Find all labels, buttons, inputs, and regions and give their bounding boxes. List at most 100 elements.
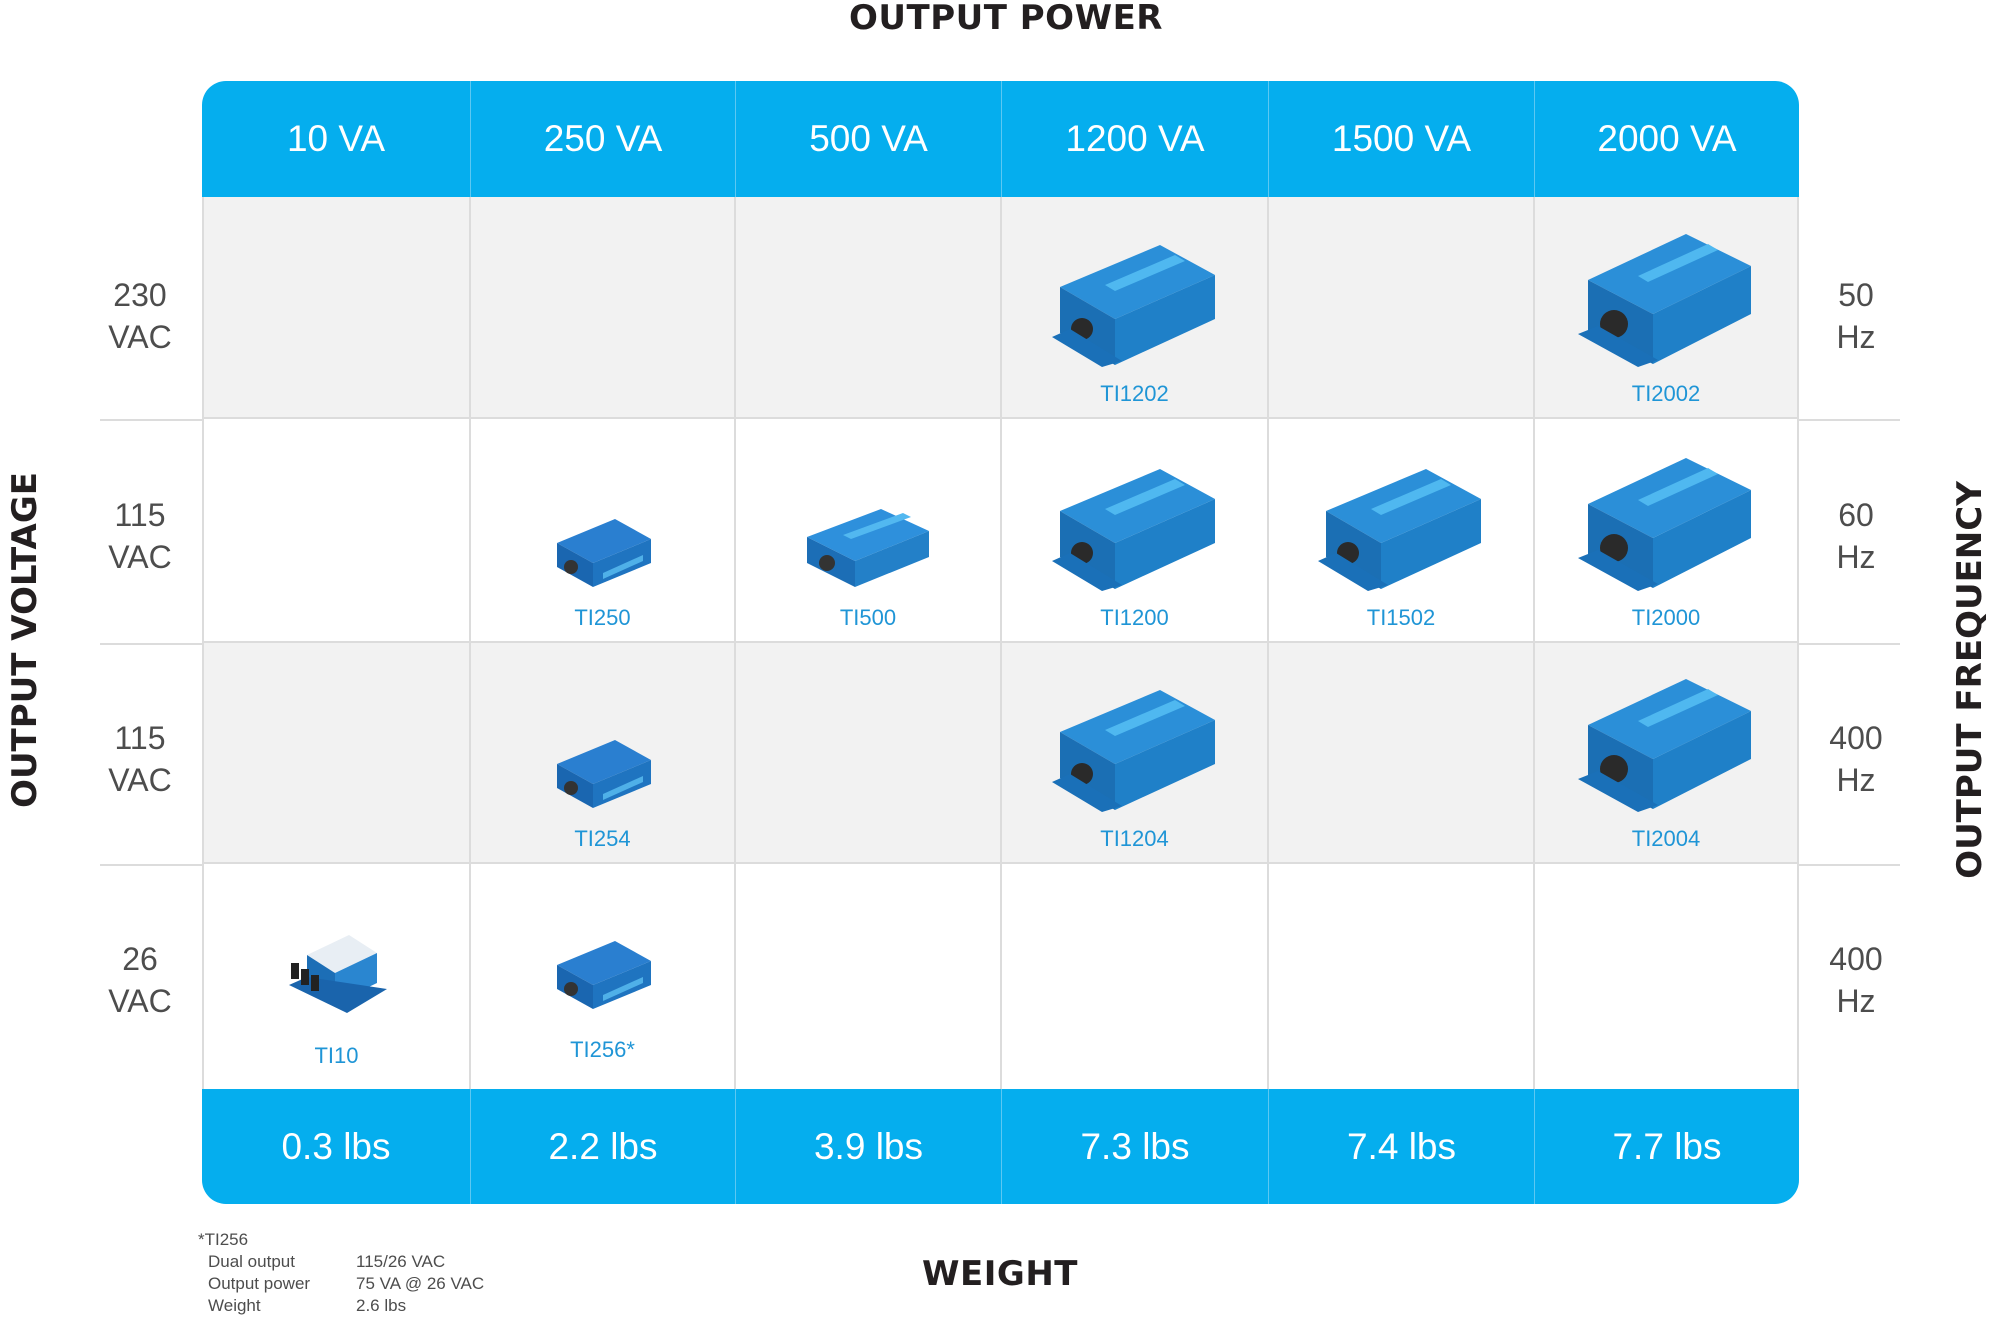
inverter-medium-icon [807,509,929,587]
inverter-large-icon [1578,234,1751,367]
row-divider [100,419,202,421]
product-cell-ti256[interactable]: TI256* [471,864,736,1089]
frequency-label-row-3: 400 Hz [1816,717,1896,801]
voltage-unit: VAC [108,762,172,798]
empty-cell [202,419,471,641]
row-115vac-60hz: TI250 TI500 TI1200 [202,419,1799,643]
weight-value: 7.7 lbs [1612,1125,1722,1167]
footnote-row: Weight 2.6 lbs [198,1295,484,1317]
frequency-value: 400 [1829,720,1883,756]
inverter-large-icon [1051,245,1215,367]
model-label: TI1204 [1100,826,1169,851]
empty-cell [1269,197,1535,417]
power-column-header: 10 VA [202,81,471,197]
voltage-value: 26 [122,941,158,977]
product-cell-ti10[interactable]: TI10 [202,864,471,1089]
weight-value: 3.9 lbs [736,1089,1002,1204]
model-label: TI2000 [1631,605,1701,630]
voltage-unit: VAC [108,983,172,1019]
row-divider [1799,643,1900,645]
product-cell-ti250[interactable]: TI250 [471,419,736,641]
inverter-large-icon [1318,469,1481,591]
empty-cell [471,197,736,417]
model-label: TI254 [574,826,631,851]
product-cell-ti1202[interactable]: TI1202 [1002,197,1269,417]
model-label: TI1200 [1100,605,1169,630]
frequency-value: 60 [1838,497,1874,533]
voltage-value: 230 [113,277,167,313]
model-label: TI256* [570,1037,635,1062]
product-cell-ti500[interactable]: TI500 [736,419,1002,641]
output-voltage-title-wrap: OUTPUT VOLTAGE [0,380,50,900]
power-column-header: 2000 VA [1597,118,1737,159]
footnote-title: *TI256 [198,1230,249,1249]
product-cell-ti1204[interactable]: TI1204 [1002,643,1269,862]
output-power-title: OUTPUT POWER [849,0,1163,38]
power-column-header: 1200 VA [1002,81,1269,197]
inverter-large-icon [1578,458,1751,591]
model-label: TI500 [839,605,897,630]
footnote-key: Output power [208,1274,311,1293]
voltage-label-row-2: 115 VAC [100,494,180,578]
footnote-value: 115/26 VAC [356,1252,446,1271]
voltage-label-row-4: 26 VAC [100,938,180,1022]
inverter-small-icon [556,519,651,587]
inverter-small-icon [556,740,651,808]
ti256-footnote: *TI256 Dual output 115/26 VAC Output pow… [198,1229,484,1317]
model-label: TI1502 [1366,605,1436,630]
output-voltage-title: OUTPUT VOLTAGE [5,472,45,808]
weight-value: 7.3 lbs [1002,1089,1269,1204]
row-26vac-400hz: TI10 TI256* [202,864,1799,1089]
frequency-value: 400 [1829,941,1883,977]
row-divider [100,643,202,645]
voltage-value: 115 [114,720,166,756]
row-230vac-50hz: TI1202 TI2002 [202,197,1799,419]
transformer-icon [288,935,387,1013]
row-divider [1799,419,1900,421]
inverter-large-icon [1051,469,1215,591]
frequency-unit: Hz [1836,539,1876,575]
weight-title: WEIGHT [922,1254,1078,1294]
weight-footer: 0.3 lbs 2.2 lbs 3.9 lbs 7.3 lbs 7.4 lbs … [202,1089,1799,1204]
row-divider [1799,864,1900,866]
model-label: TI2002 [1631,381,1701,406]
frequency-unit: Hz [1836,319,1876,355]
voltage-unit: VAC [108,319,172,355]
power-column-header: 1500 VA [1269,81,1535,197]
output-power-header: 10 VA 250 VA 500 VA 1200 VA 1500 VA 2000… [202,81,1799,197]
product-cell-ti254[interactable]: TI254 [471,643,736,862]
product-cell-ti2000[interactable]: TI2000 [1535,419,1799,641]
footnote-value: 75 VA @ 26 VAC [356,1274,485,1293]
frequency-label-row-2: 60 Hz [1816,494,1896,578]
row-divider [100,864,202,866]
voltage-unit: VAC [108,539,172,575]
product-cell-ti2004[interactable]: TI2004 [1535,643,1799,862]
inverter-small-icon [556,941,651,1009]
frequency-label-row-4: 400 Hz [1816,938,1896,1022]
model-label: TI250 [574,605,631,630]
frequency-unit: Hz [1836,762,1876,798]
power-column-header: 250 VA [471,81,736,197]
row-115vac-400hz: TI254 TI1204 TI2004 [202,643,1799,864]
frequency-value: 50 [1838,277,1874,313]
weight-value: 2.2 lbs [471,1089,736,1204]
product-matrix: 10 VA 250 VA 500 VA 1200 VA 1500 VA 2000… [202,81,1799,1204]
output-frequency-title: OUTPUT FREQUENCY [1950,481,1990,879]
footnote-row: Output power 75 VA @ 26 VAC [198,1273,484,1295]
inverter-large-icon [1578,679,1751,812]
model-label: TI1202 [1100,381,1169,406]
empty-cell [1269,643,1535,862]
model-label: TI10 [314,1043,359,1068]
empty-cell [1269,864,1535,1089]
empty-cell [736,864,1002,1089]
product-cell-ti1502[interactable]: TI1502 [1269,419,1535,641]
empty-cell [1002,864,1269,1089]
product-cell-ti1200[interactable]: TI1200 [1002,419,1269,641]
product-cell-ti2002[interactable]: TI2002 [1535,197,1799,417]
weight-value: 0.3 lbs [202,1089,471,1204]
output-frequency-title-wrap: OUTPUT FREQUENCY [1945,420,1995,940]
voltage-value: 115 [114,497,166,533]
voltage-label-row-3: 115 VAC [100,717,180,801]
frequency-label-row-1: 50 Hz [1816,274,1896,358]
empty-cell [202,197,471,417]
